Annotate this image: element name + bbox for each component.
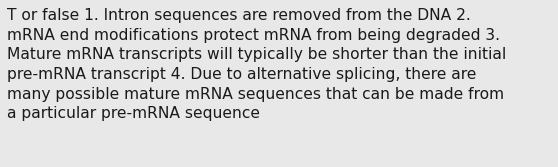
Text: T or false 1. Intron sequences are removed from the DNA 2.
mRNA end modification: T or false 1. Intron sequences are remov… [7,8,506,121]
